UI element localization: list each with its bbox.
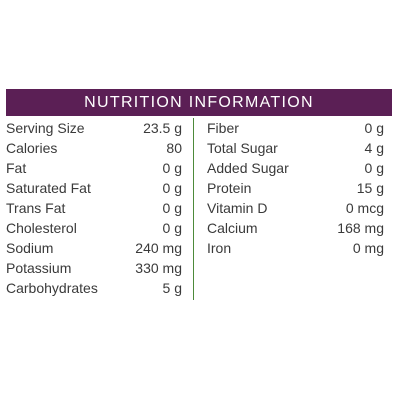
nutrient-label: Calories	[6, 140, 58, 156]
nutrient-value: 0 mcg	[345, 200, 384, 216]
nutrient-value: 168 mg	[337, 220, 384, 236]
nutrient-value: 15 g	[356, 180, 384, 196]
nutrient-row-cholesterol: Cholesterol 0 g	[6, 218, 182, 238]
nutrient-row-added-sugar: Added Sugar 0 g	[207, 158, 384, 178]
nutrient-label: Fat	[6, 160, 27, 176]
nutrient-value: 5 g	[162, 280, 182, 296]
nutrient-row-calcium: Calcium 168 mg	[207, 218, 384, 238]
nutrient-value: 80	[166, 140, 182, 156]
nutrient-label: Iron	[207, 240, 232, 256]
nutrient-value: 330 mg	[135, 260, 182, 276]
nutrient-label: Potassium	[6, 260, 72, 276]
nutrition-right-column: Fiber 0 g Total Sugar 4 g Added Sugar 0 …	[207, 118, 384, 258]
nutrient-label: Cholesterol	[6, 220, 77, 236]
nutrient-label: Added Sugar	[207, 160, 289, 176]
nutrient-row-vitamin-d: Vitamin D 0 mcg	[207, 198, 384, 218]
nutrition-header: NUTRITION INFORMATION	[6, 89, 392, 116]
nutrient-row-fiber: Fiber 0 g	[207, 118, 384, 138]
nutrient-label: Vitamin D	[207, 200, 268, 216]
nutrient-row-protein: Protein 15 g	[207, 178, 384, 198]
nutrient-value: 0 g	[162, 220, 182, 236]
nutrient-value: 0 g	[162, 180, 182, 196]
nutrient-label: Trans Fat	[6, 200, 66, 216]
nutrient-row-carbohydrates: Carbohydrates 5 g	[6, 278, 182, 298]
nutrient-value: 0 g	[162, 200, 182, 216]
nutrient-value: 0 mg	[352, 240, 384, 256]
nutrient-label: Serving Size	[6, 120, 85, 136]
nutrient-row-saturated-fat: Saturated Fat 0 g	[6, 178, 182, 198]
nutrient-row-potassium: Potassium 330 mg	[6, 258, 182, 278]
nutrient-value: 240 mg	[135, 240, 182, 256]
nutrient-row-calories: Calories 80	[6, 138, 182, 158]
nutrient-value: 4 g	[364, 140, 384, 156]
nutrition-title: NUTRITION INFORMATION	[84, 93, 314, 111]
nutrient-label: Sodium	[6, 240, 54, 256]
nutrient-label: Calcium	[207, 220, 258, 236]
column-divider	[193, 118, 194, 300]
nutrient-row-serving-size: Serving Size 23.5 g	[6, 118, 182, 138]
nutrient-row-trans-fat: Trans Fat 0 g	[6, 198, 182, 218]
nutrient-label: Fiber	[207, 120, 239, 136]
nutrient-value: 0 g	[364, 120, 384, 136]
nutrient-value: 23.5 g	[143, 120, 182, 136]
nutrient-value: 0 g	[162, 160, 182, 176]
nutrient-value: 0 g	[364, 160, 384, 176]
nutrient-label: Carbohydrates	[6, 280, 98, 296]
nutrient-row-sodium: Sodium 240 mg	[6, 238, 182, 258]
nutrient-label: Saturated Fat	[6, 180, 91, 196]
nutrient-row-total-sugar: Total Sugar 4 g	[207, 138, 384, 158]
nutrient-label: Total Sugar	[207, 140, 278, 156]
nutrient-label: Protein	[207, 180, 252, 196]
nutrient-row-fat: Fat 0 g	[6, 158, 182, 178]
nutrition-left-column: Serving Size 23.5 g Calories 80 Fat 0 g …	[6, 118, 182, 298]
nutrient-row-iron: Iron 0 mg	[207, 238, 384, 258]
